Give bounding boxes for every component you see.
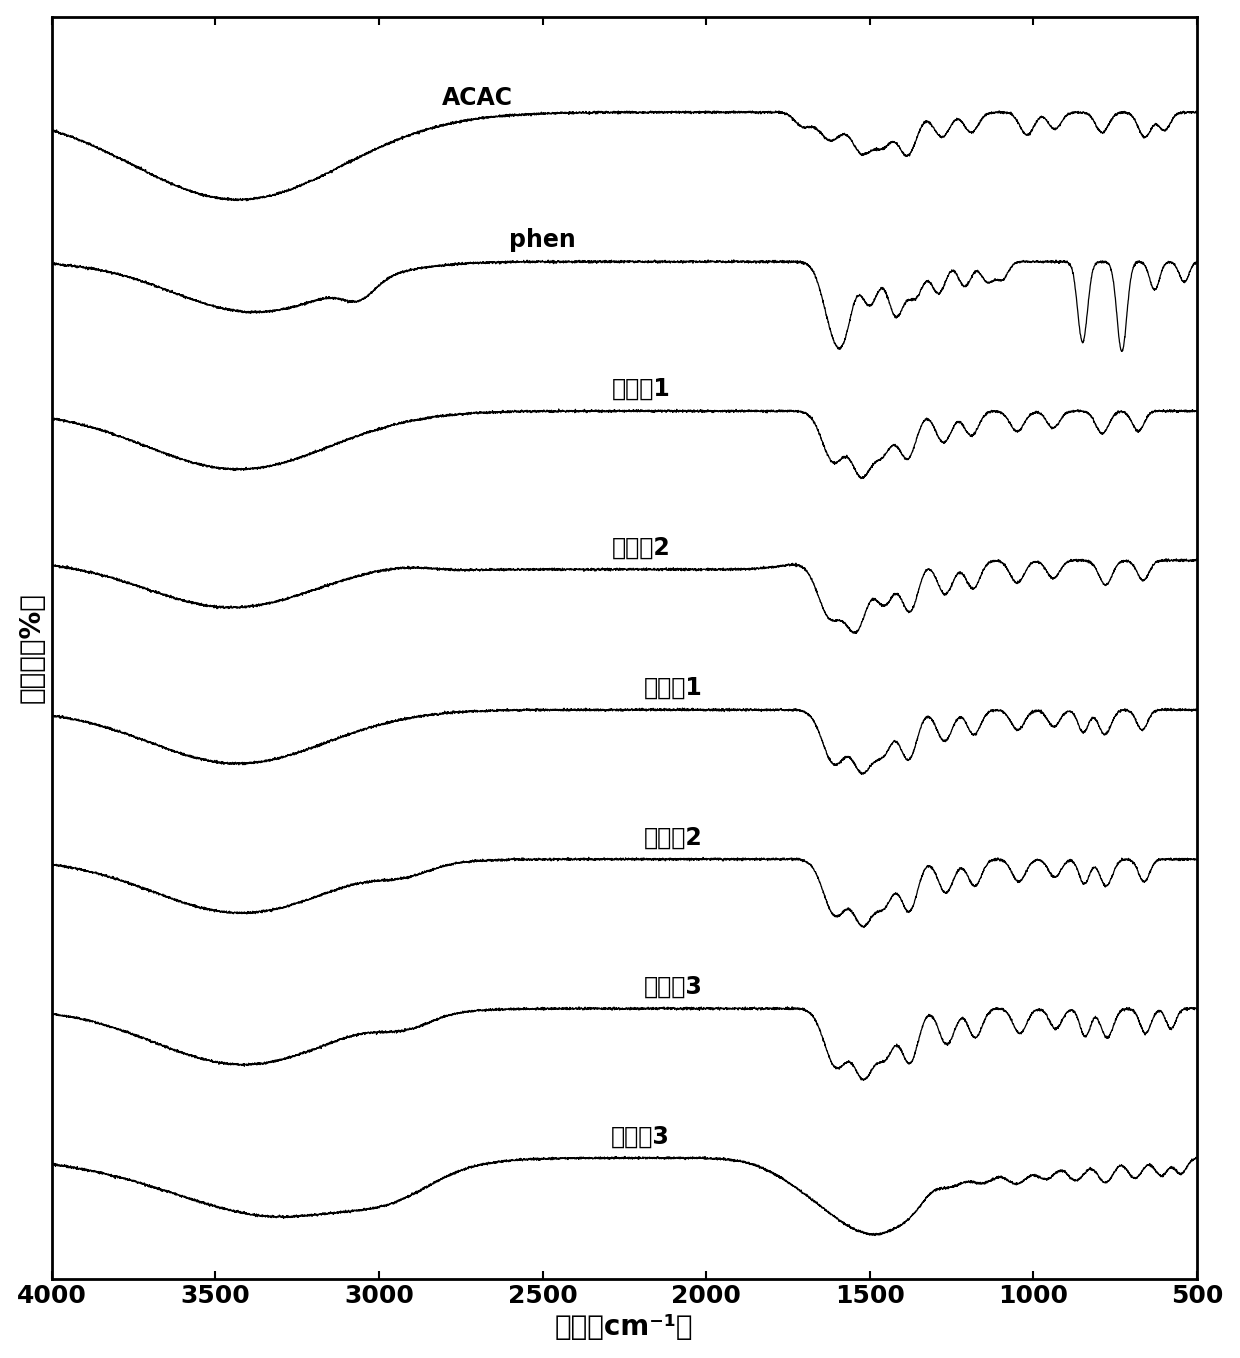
Text: 对比例1: 对比例1 <box>611 376 670 401</box>
Text: phen: phen <box>510 228 575 251</box>
Y-axis label: 透光率（%）: 透光率（%） <box>19 592 46 703</box>
Text: ACAC: ACAC <box>441 86 512 110</box>
Text: 实施例2: 实施例2 <box>644 826 703 850</box>
Text: 实施例1: 实施例1 <box>644 676 703 699</box>
X-axis label: 波数（cm⁻¹）: 波数（cm⁻¹） <box>556 1313 693 1342</box>
Text: 实施例3: 实施例3 <box>644 975 703 998</box>
Text: 对比例2: 对比例2 <box>611 536 670 561</box>
Text: 对比例3: 对比例3 <box>611 1126 670 1149</box>
